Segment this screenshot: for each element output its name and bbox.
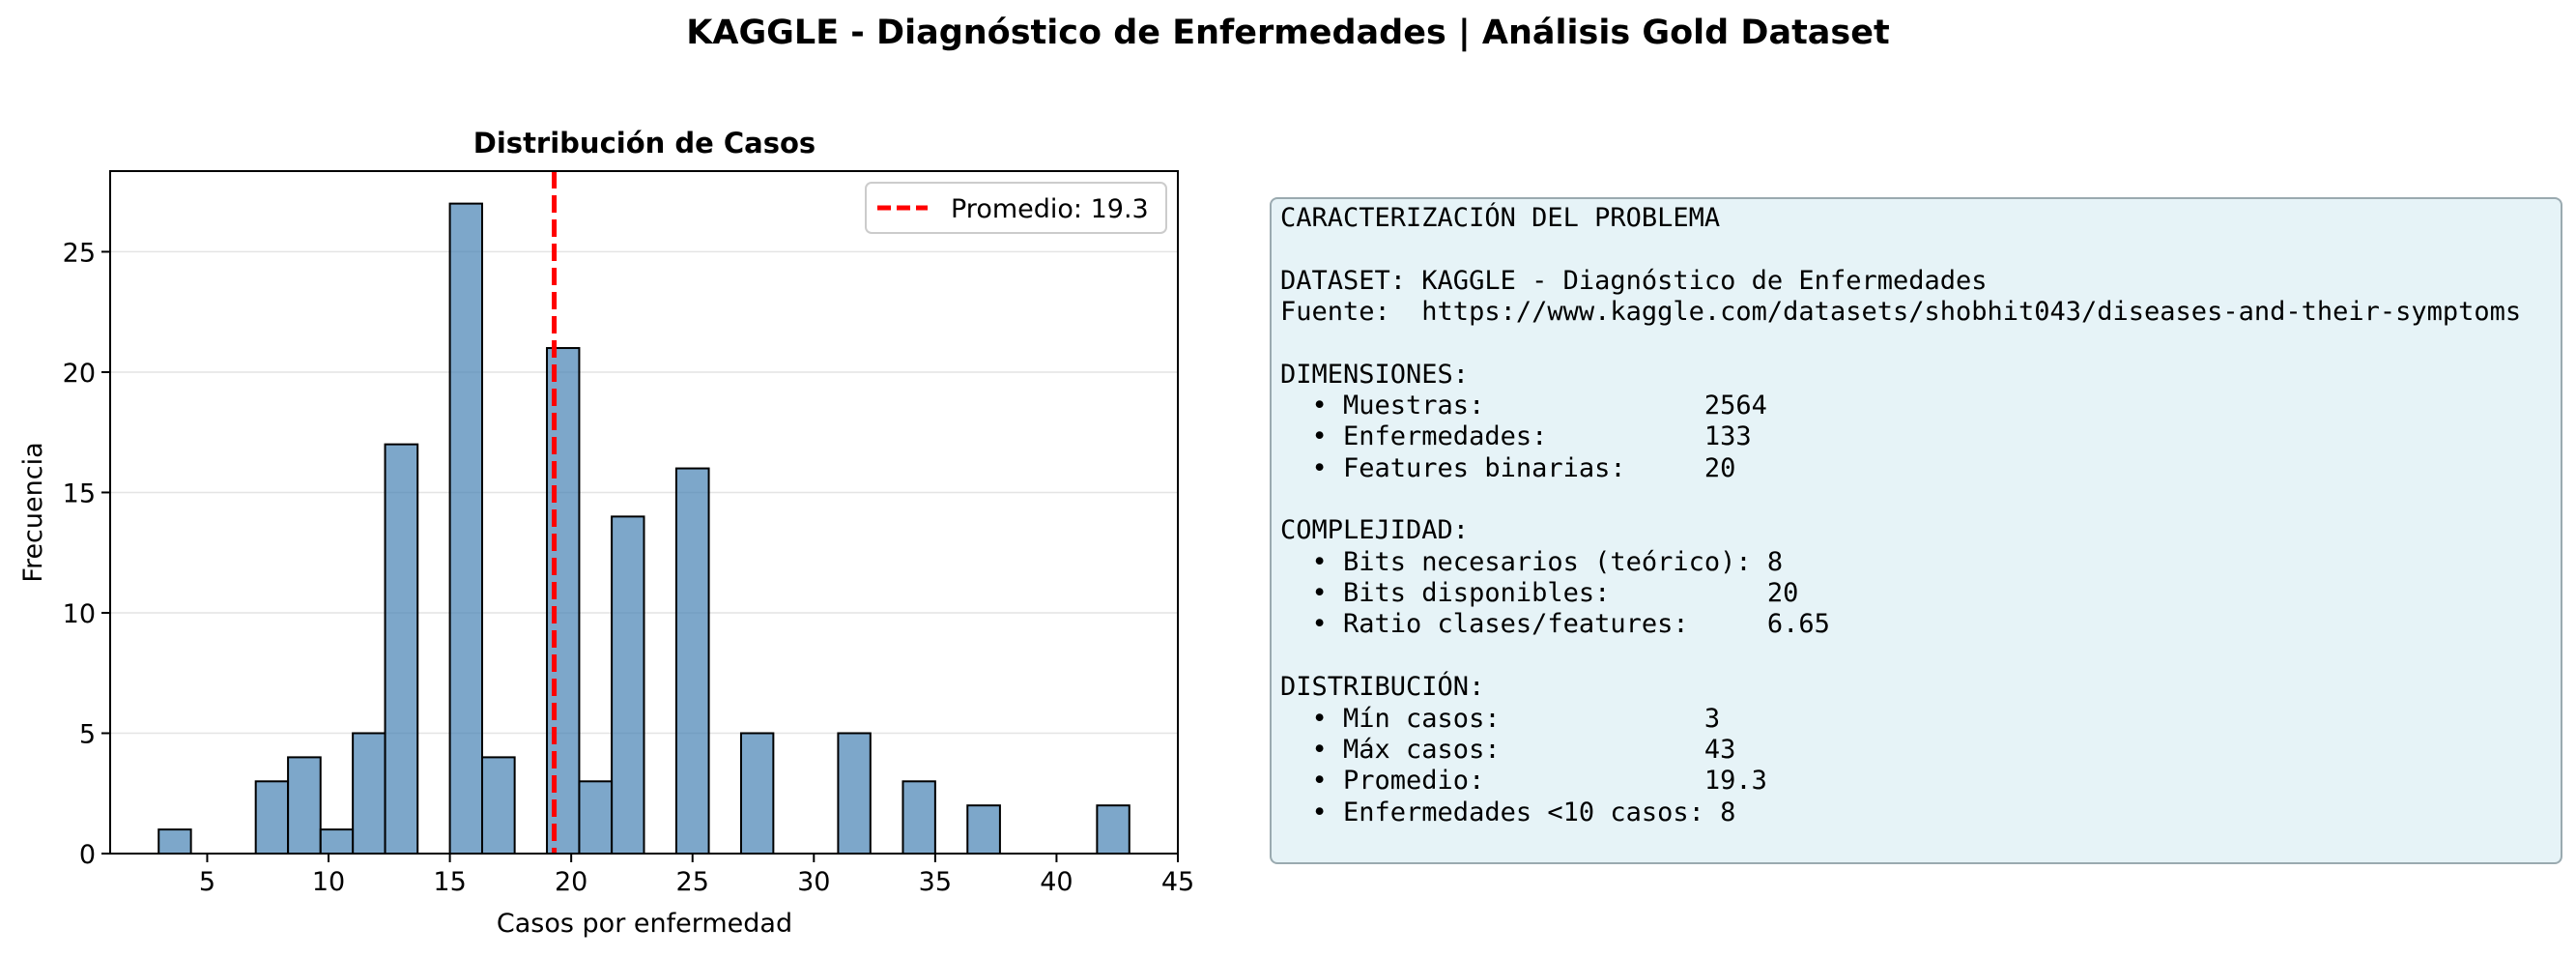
- histogram-bar: [352, 732, 386, 855]
- x-axis-label: Casos por enfermedad: [497, 909, 792, 939]
- histogram-bar: [157, 828, 192, 855]
- y-tick-label: 5: [79, 719, 96, 749]
- histogram-bar: [319, 828, 355, 855]
- x-tick-label: 40: [1040, 867, 1073, 897]
- plot-frame: [109, 170, 1179, 855]
- histogram-bar: [966, 804, 1001, 856]
- histogram-bars: [157, 202, 1131, 856]
- figure-title: KAGGLE - Diagnóstico de Enfermedades | A…: [686, 14, 1890, 52]
- histogram-bar: [739, 732, 775, 855]
- histogram-bar: [1096, 804, 1131, 856]
- x-tick-label: 15: [433, 867, 466, 897]
- legend-box: [865, 182, 1167, 234]
- y-tick-label: 25: [63, 238, 96, 268]
- y-axis-label: Frecuencia: [18, 442, 48, 582]
- x-tick-label: 30: [797, 867, 830, 897]
- x-tick-label: 20: [555, 867, 587, 897]
- histogram-bar: [837, 732, 872, 855]
- histogram-bar: [384, 443, 419, 855]
- histogram-bar: [287, 756, 322, 855]
- x-tick-label: 45: [1161, 867, 1194, 897]
- histogram-bar: [546, 347, 581, 855]
- x-tick-label: 10: [312, 867, 345, 897]
- characterization-text: CARACTERIZACIÓN DEL PROBLEMA DATASET: KA…: [1280, 203, 2522, 827]
- histogram-bar: [902, 780, 936, 856]
- histogram-bar: [254, 780, 290, 856]
- y-tick-label: 15: [63, 478, 96, 508]
- histogram-chart: Distribución de Casos 5 10 15 20 25 30 35 40 45 …: [18, 127, 1194, 939]
- histogram-bar: [448, 202, 483, 856]
- x-axis-ticks: 5 10 15 20 25 30 35 40 45: [199, 854, 1194, 897]
- legend-mean-label: Promedio: 19.3: [951, 194, 1149, 224]
- problem-characterization-panel: CARACTERIZACIÓN DEL PROBLEMA DATASET: KA…: [1270, 197, 2562, 864]
- chart-legend: Promedio: 19.3: [865, 182, 1167, 234]
- y-tick-label: 10: [63, 599, 96, 629]
- x-tick-label: 5: [199, 867, 215, 897]
- y-tick-label: 20: [63, 359, 96, 389]
- histogram-bar: [611, 515, 645, 855]
- y-tick-label: 0: [79, 840, 96, 870]
- y-axis-ticks: 0 5 10 15 20 25: [63, 238, 110, 870]
- histogram-bar: [480, 756, 516, 855]
- histogram-bar: [674, 467, 710, 855]
- chart-title: Distribución de Casos: [473, 127, 816, 160]
- histogram-bar: [578, 780, 614, 856]
- x-tick-label: 35: [919, 867, 952, 897]
- x-tick-label: 25: [676, 867, 709, 897]
